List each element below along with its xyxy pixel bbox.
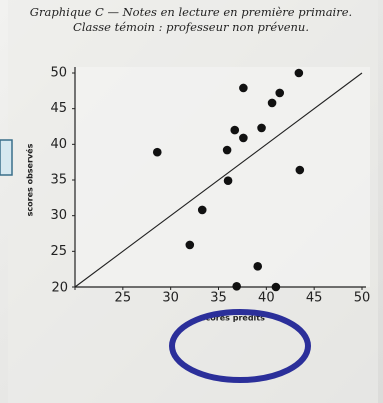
point bbox=[295, 69, 304, 78]
y-tick-label: 45 bbox=[50, 101, 67, 116]
point bbox=[239, 84, 248, 93]
point bbox=[230, 126, 239, 135]
x-tick-label: 50 bbox=[354, 291, 371, 306]
chart-subtitle: Classe témoin : professeur non prévenu. bbox=[73, 20, 309, 34]
chart-title: Graphique C — Notes en lecture en premiè… bbox=[30, 5, 352, 19]
point bbox=[153, 148, 162, 157]
x-tick-label: 35 bbox=[210, 291, 227, 306]
y-tick-label: 25 bbox=[50, 244, 67, 259]
point bbox=[253, 262, 262, 271]
x-tick-label: 45 bbox=[306, 291, 323, 306]
y-tick-label: 40 bbox=[50, 137, 67, 152]
y-tick-label: 20 bbox=[51, 281, 68, 296]
y-axis-label: scores observés bbox=[25, 143, 35, 216]
y-tick-label: 50 bbox=[50, 66, 67, 81]
point bbox=[186, 241, 195, 250]
x-tick-label: 40 bbox=[258, 291, 275, 306]
point bbox=[272, 283, 281, 292]
y-tick-label: 35 bbox=[50, 173, 67, 188]
point bbox=[257, 124, 266, 133]
point bbox=[198, 206, 207, 215]
point bbox=[268, 99, 277, 108]
point bbox=[296, 166, 305, 175]
x-tick-label: 25 bbox=[115, 291, 132, 306]
point bbox=[232, 282, 241, 291]
chart: Graphique C — Notes en lecture en premiè… bbox=[0, 0, 383, 403]
point bbox=[223, 146, 232, 155]
annotation-box bbox=[0, 140, 12, 175]
y-tick-label: 30 bbox=[50, 208, 67, 223]
point bbox=[239, 134, 248, 143]
x-tick-label: 30 bbox=[162, 291, 179, 306]
point bbox=[275, 89, 284, 98]
point bbox=[224, 176, 233, 185]
